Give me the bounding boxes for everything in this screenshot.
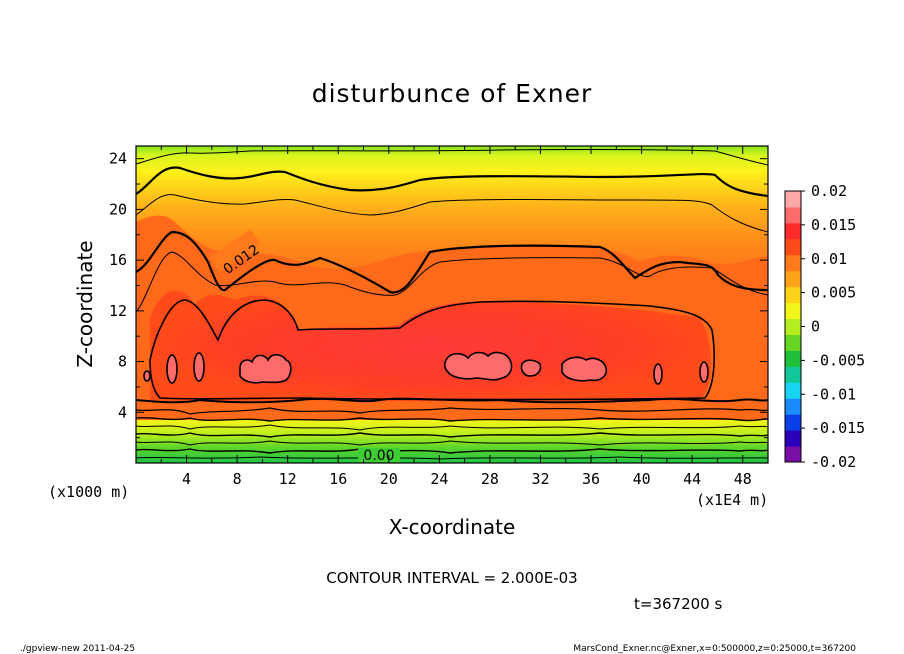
max-cell [699,361,709,383]
max-cell [520,359,542,377]
x-axis: 4 8 12 16 20 24 28 32 36 40 44 48 [160,146,752,488]
contour-line [136,432,768,438]
max-cells [143,351,709,385]
footer-right: MarsCond_Exner.nc@Exner,x=0:500000,z=0:2… [573,644,856,654]
contour-line [136,149,768,166]
contour-line [136,416,768,422]
max-cell [193,352,205,382]
x-tick-label: 8 [233,470,242,488]
colorbar-label: 0.005 [811,284,856,302]
colorbar-label: 0 [811,318,820,336]
max-cell [166,354,178,384]
contour-line [136,194,768,233]
time-label: t=367200 s [634,595,722,613]
contour-label-bg [209,229,261,273]
colorbar-label: -0.015 [811,419,865,437]
contour-line [136,251,768,313]
colorbar-swatch [785,366,801,383]
colorbar-swatch [785,430,801,447]
colorbar-swatch [785,318,801,335]
x-tick-label: 36 [582,470,600,488]
z-tick-label: 12 [109,302,127,320]
x-axis-unit: (x1E4 m) [696,491,768,509]
x-tick-label: 32 [531,470,549,488]
contour-line-012 [136,230,768,294]
colorbar-swatch [785,446,801,463]
contour-line [136,166,768,198]
x-tick-label: 12 [279,470,297,488]
contour-line [136,397,768,404]
z-axis-unit: (x1000 m) [48,483,129,501]
z-tick-label: 24 [109,150,127,168]
max-cell [443,351,513,381]
colorbar [784,190,802,463]
z-tick-label: 20 [109,200,127,218]
x-tick-label: 44 [683,470,701,488]
contour-line [136,407,768,415]
contour-line [136,456,768,460]
contour-interval: CONTOUR INTERVAL = 2.000E-03 [326,569,577,587]
max-cell [239,353,292,384]
z-axis: 4 8 12 16 20 24 [109,150,768,439]
contour-line [149,299,715,401]
contour-line [136,440,768,446]
x-axis-label: X-coordinate [389,515,516,539]
x-tick-label: 28 [481,470,499,488]
colorbar-swatch [785,238,801,256]
x-tick-label: 16 [329,470,347,488]
z-tick-label: 16 [109,251,127,269]
colorbar-label: 0.02 [811,182,847,200]
colorbar-swatch [785,206,801,224]
contour-label: 0.00 [363,448,394,464]
contour-line [136,424,768,431]
footer-left: ./gpview-new 2011-04-25 [20,644,135,654]
x-tick-label: 4 [182,470,191,488]
max-cell [561,356,608,382]
colorbar-swatch [785,350,801,367]
max-cell [653,363,663,385]
colorbar-swatch [785,414,801,431]
colorbar-label: -0.01 [811,385,856,403]
colorbar-labels: 0.02 0.015 0.01 0.005 0 -0.005 -0.01 -0.015 -0.0… [801,182,865,471]
colorbar-label: -0.02 [811,453,856,471]
colorbar-label: 0.01 [811,250,847,268]
colorbar-swatch [785,382,801,399]
x-tick-label: 20 [380,470,398,488]
colorbar-swatch [785,286,801,304]
colorbar-swatch [785,222,801,240]
colorbar-swatch [785,334,801,351]
plot-area: 0.012 0.00 [136,146,768,464]
z-tick-label: 4 [118,403,127,421]
x-tick-label: 48 [734,470,752,488]
x-tick-label: 24 [430,470,448,488]
colorbar-swatch [785,254,801,272]
plot-frame [135,145,769,464]
max-cell [143,370,151,382]
chart-title: disturbunce of Exner [312,79,593,108]
contour-label-bg [358,448,400,463]
z-tick-label: 8 [118,353,127,371]
colorbar-swatch [785,398,801,415]
colorbar-swatch [785,302,801,320]
x-tick-label: 40 [633,470,651,488]
z-axis-label: Z-coordinate [73,240,97,367]
colorbar-swatch [785,191,801,208]
colorbar-label: -0.005 [811,351,865,369]
colorbar-label: 0.015 [811,216,856,234]
contour-lines [136,149,768,460]
contour-line [136,448,768,454]
colorbar-swatch [785,270,801,288]
